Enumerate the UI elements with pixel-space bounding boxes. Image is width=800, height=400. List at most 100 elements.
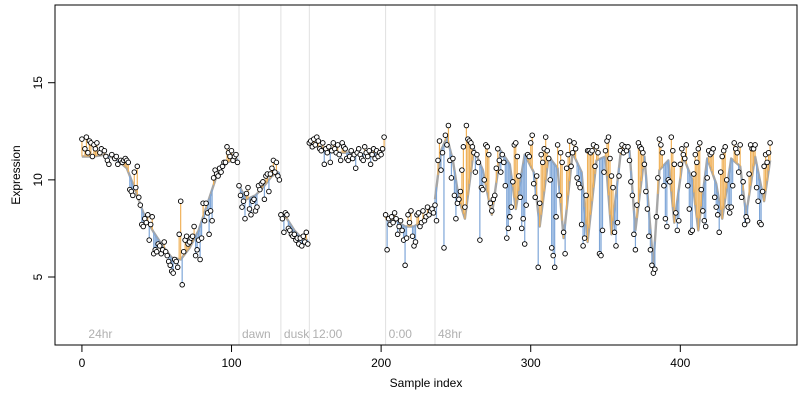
data-point-339 bbox=[595, 149, 601, 156]
marker-label-2: 12:00 bbox=[312, 327, 342, 341]
data-point-74 bbox=[198, 235, 205, 241]
data-point-123 bbox=[272, 169, 278, 175]
data-point-3 bbox=[85, 149, 91, 156]
data-point-341 bbox=[598, 252, 604, 259]
y-axis: 5 10 15 bbox=[31, 76, 56, 280]
data-point-316 bbox=[560, 229, 567, 236]
data-point-287 bbox=[517, 194, 523, 201]
data-point-77 bbox=[203, 200, 209, 206]
data-point-297 bbox=[532, 194, 538, 201]
data-point-319 bbox=[565, 151, 571, 158]
data-point-177 bbox=[352, 165, 359, 171]
data-point-166 bbox=[336, 151, 342, 158]
data-point-91 bbox=[224, 144, 230, 150]
data-point-155 bbox=[320, 140, 326, 146]
data-point-30 bbox=[133, 184, 139, 191]
data-point-328 bbox=[578, 221, 585, 228]
data-point-80 bbox=[207, 208, 214, 214]
data-point-394 bbox=[677, 161, 684, 168]
data-point-404 bbox=[692, 151, 699, 158]
data-point-262 bbox=[480, 186, 486, 193]
data-point-206 bbox=[396, 223, 402, 230]
data-point-57 bbox=[173, 258, 179, 265]
data-point-210 bbox=[402, 262, 408, 269]
data-point-304 bbox=[542, 134, 549, 140]
data-point-46 bbox=[156, 243, 163, 249]
data-point-237 bbox=[442, 132, 449, 138]
data-point-390 bbox=[671, 161, 678, 168]
data-point-187 bbox=[367, 161, 374, 168]
data-point-58 bbox=[174, 264, 181, 271]
data-point-106 bbox=[246, 206, 253, 212]
data-point-186 bbox=[366, 147, 372, 154]
data-point-445 bbox=[753, 184, 760, 191]
data-point-99 bbox=[236, 182, 242, 189]
marker-label-0: dawn bbox=[242, 327, 271, 341]
data-point-105 bbox=[245, 184, 251, 191]
data-point-70 bbox=[192, 252, 199, 259]
data-point-288 bbox=[518, 225, 525, 232]
data-point-15 bbox=[106, 161, 112, 168]
data-point-79 bbox=[206, 231, 212, 238]
data-point-440 bbox=[746, 171, 752, 177]
data-point-424 bbox=[722, 144, 728, 150]
data-point-136 bbox=[291, 231, 298, 238]
data-point-420 bbox=[716, 229, 722, 236]
data-point-244 bbox=[453, 215, 459, 222]
data-point-241 bbox=[448, 175, 455, 181]
data-point-98 bbox=[234, 159, 241, 166]
data-point-213 bbox=[406, 219, 413, 226]
data-point-271 bbox=[493, 165, 500, 171]
data-point-329 bbox=[580, 243, 586, 249]
data-point-215 bbox=[409, 233, 416, 239]
data-point-322 bbox=[569, 149, 576, 156]
data-point-449 bbox=[759, 188, 766, 195]
data-point-82 bbox=[210, 175, 217, 181]
data-point-38 bbox=[145, 212, 151, 218]
data-point-392 bbox=[674, 227, 681, 234]
marker-label-3: 0:00 bbox=[389, 327, 413, 341]
data-point-33 bbox=[137, 202, 144, 208]
data-point-156 bbox=[321, 161, 328, 168]
data-point-274 bbox=[498, 169, 504, 175]
data-point-39 bbox=[146, 237, 152, 243]
data-point-225 bbox=[424, 204, 431, 210]
marker-label-4: 48hr bbox=[438, 327, 462, 341]
data-point-115 bbox=[260, 179, 266, 185]
data-point-370 bbox=[641, 161, 648, 168]
data-point-385 bbox=[664, 223, 670, 230]
data-point-454 bbox=[767, 140, 773, 146]
data-point-19 bbox=[115, 161, 121, 168]
data-point-119 bbox=[266, 188, 272, 195]
y-tick-label-0: 5 bbox=[31, 273, 45, 280]
data-point-383 bbox=[661, 182, 667, 189]
data-point-397 bbox=[682, 155, 688, 162]
data-point-335 bbox=[589, 147, 595, 154]
data-point-298 bbox=[533, 173, 540, 179]
data-point-347 bbox=[607, 155, 613, 162]
data-point-31 bbox=[134, 163, 141, 170]
data-point-270 bbox=[492, 192, 498, 199]
data-point-363 bbox=[631, 231, 637, 238]
data-point-211 bbox=[403, 235, 410, 241]
data-point-327 bbox=[577, 184, 583, 191]
data-point-422 bbox=[719, 153, 725, 160]
data-point-344 bbox=[602, 147, 609, 154]
data-point-255 bbox=[469, 144, 476, 150]
data-point-289 bbox=[520, 215, 526, 222]
data-point-418 bbox=[713, 204, 719, 210]
data-point-100 bbox=[237, 192, 244, 199]
data-point-309 bbox=[550, 252, 556, 259]
data-point-314 bbox=[557, 149, 564, 156]
data-point-348 bbox=[608, 173, 615, 179]
data-point-260 bbox=[477, 237, 483, 243]
data-point-59 bbox=[176, 231, 182, 238]
x-tick-label-0: 0 bbox=[79, 356, 86, 370]
data-point-276 bbox=[501, 159, 507, 166]
data-point-278 bbox=[504, 235, 510, 241]
data-point-290 bbox=[521, 241, 528, 247]
data-point-183 bbox=[361, 144, 368, 150]
data-point-194 bbox=[378, 151, 384, 158]
x-axis: 0 100 200 300 400 bbox=[79, 344, 691, 370]
